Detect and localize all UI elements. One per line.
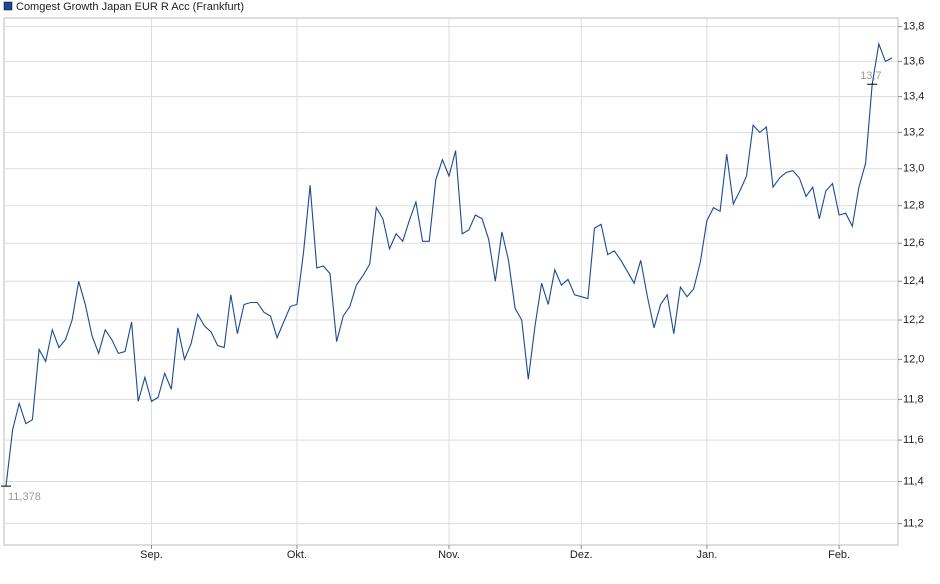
x-tick-label: Okt.: [287, 549, 307, 561]
value-label: 11,378: [8, 491, 41, 503]
legend-label: Comgest Growth Japan EUR R Acc (Frankfur…: [16, 1, 244, 13]
value-label: 13,7: [860, 70, 881, 82]
line: [5, 41, 893, 487]
y-tick-label: 13,4: [903, 91, 924, 103]
y-tick-label: 12,6: [903, 237, 924, 249]
x-tick-label: Sep.: [140, 549, 163, 561]
y-tick-label: 12,0: [903, 353, 924, 365]
y-tick-label: 11,8: [903, 393, 924, 405]
y-tick-label: 13,6: [903, 55, 924, 67]
y-tick-label: 12,2: [903, 314, 924, 326]
x-tick-label: Jan.: [696, 549, 717, 561]
y-tick-label: 11,2: [903, 518, 924, 530]
legend-swatch: [3, 1, 13, 11]
y-tick-label: 13,0: [903, 163, 924, 175]
x-tick-label: Dez.: [570, 549, 593, 561]
y-tick-label: 13,2: [903, 126, 924, 138]
y-tick-label: 11,6: [903, 434, 924, 446]
x-tick-label: Nov.: [438, 549, 460, 561]
x-tick-label: Feb.: [828, 549, 850, 561]
y-tick-label: 13,8: [903, 21, 924, 33]
y-tick-label: 12,8: [903, 200, 924, 212]
y-tick-label: 11,4: [903, 475, 924, 487]
y-tick-label: 12,4: [903, 275, 924, 287]
